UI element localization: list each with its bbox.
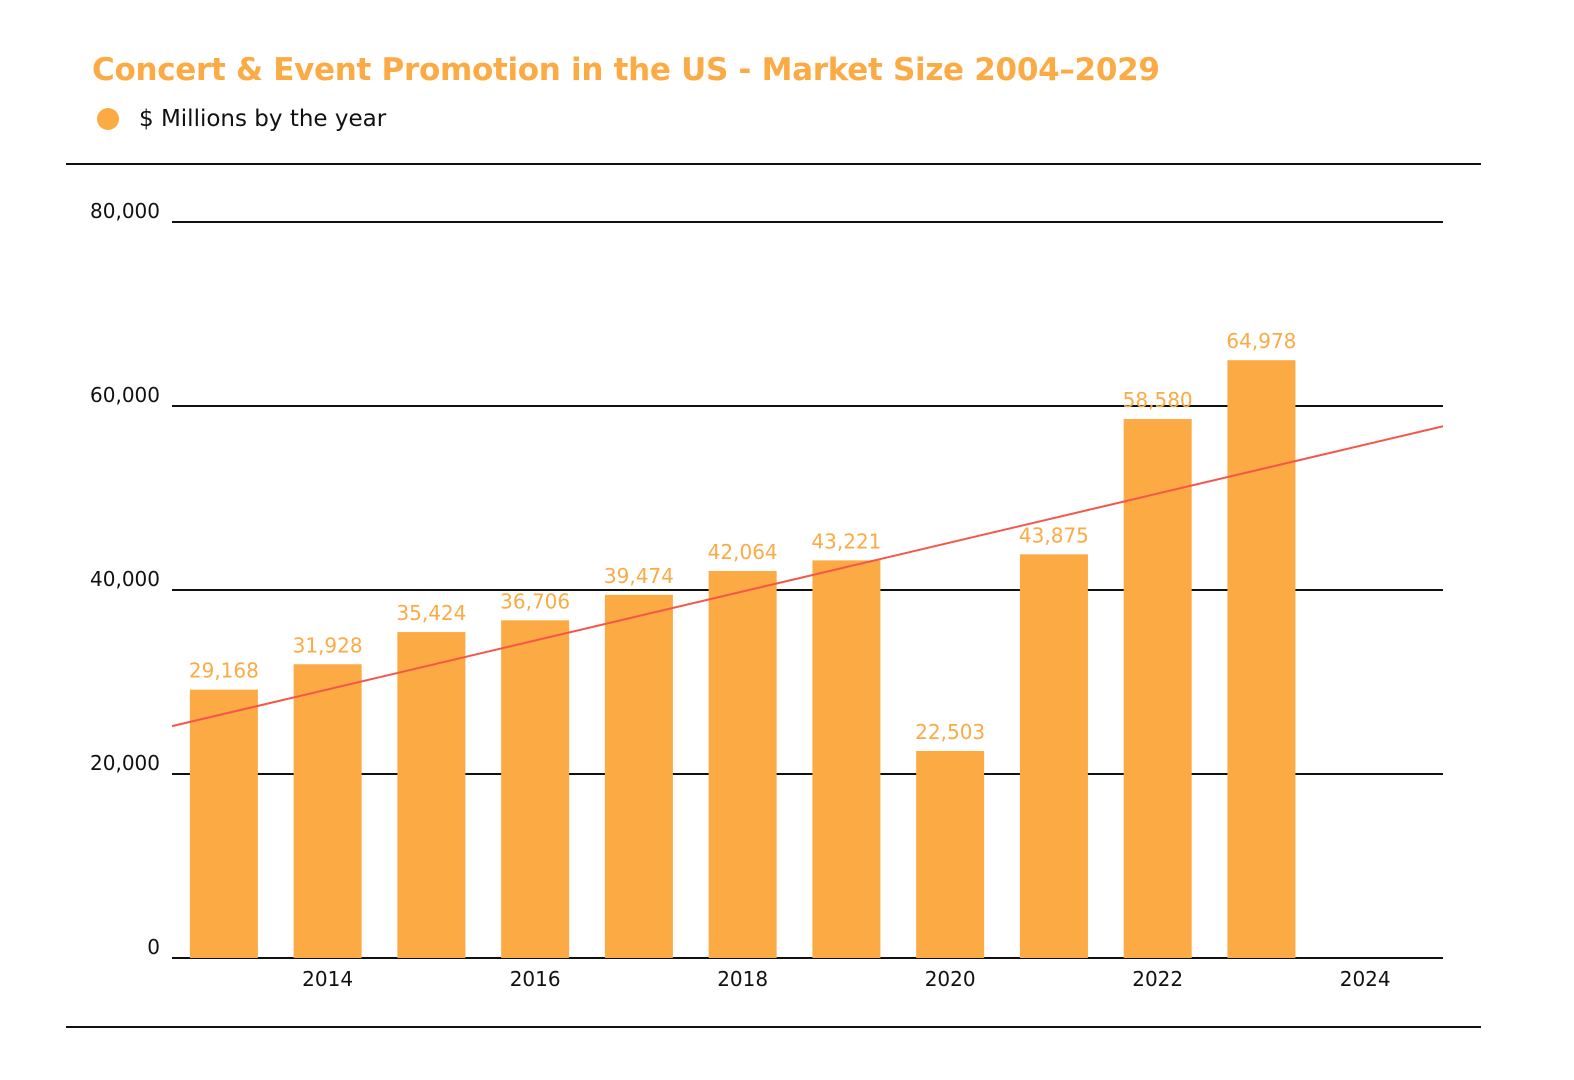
data-label: 43,875 (1019, 523, 1089, 547)
bar (812, 560, 881, 958)
bar (397, 632, 466, 958)
data-label: 43,221 (811, 529, 881, 553)
legend-swatch (97, 108, 119, 130)
y-tick-label: 40,000 (90, 567, 160, 591)
x-axis-tick-labels: 2014 2016 2018 2020 2022 2024 (302, 967, 1390, 991)
x-tick-label: 2016 (510, 967, 561, 991)
x-tick-label: 2022 (1132, 967, 1183, 991)
bar (293, 664, 362, 958)
bar (189, 689, 258, 958)
data-label: 58,580 (1123, 388, 1193, 412)
y-axis-tick-labels: 0 20,000 40,000 60,000 80,000 (90, 199, 160, 959)
bar (1019, 554, 1088, 958)
y-tick-label: 60,000 (90, 383, 160, 407)
bar (1123, 419, 1192, 959)
bar (604, 594, 673, 958)
bars (189, 360, 1296, 959)
data-label: 22,503 (915, 720, 985, 744)
bar (1227, 360, 1296, 958)
chart-title: Concert & Event Promotion in the US - Ma… (92, 52, 1160, 88)
bottom-divider (66, 1026, 1481, 1028)
legend: $ Millions by the year (97, 106, 386, 132)
bar (916, 750, 985, 958)
data-label: 31,928 (293, 633, 363, 657)
data-label: 29,168 (189, 659, 259, 683)
x-tick-label: 2014 (302, 967, 353, 991)
data-label: 42,064 (708, 540, 778, 564)
y-tick-label: 80,000 (90, 199, 160, 223)
data-labels: 29,168 31,928 35,424 36,706 39,474 42,064 43,2… (189, 329, 1297, 744)
bar (708, 571, 777, 958)
trendline-layer (171, 425, 1444, 728)
legend-label: $ Millions by the year (139, 106, 387, 132)
data-label: 35,424 (396, 601, 466, 625)
x-tick-label: 2024 (1340, 967, 1391, 991)
trendline (171, 425, 1444, 728)
bar (501, 620, 570, 958)
data-label: 39,474 (604, 564, 674, 588)
data-label: 36,706 (500, 589, 570, 613)
y-tick-label: 20,000 (90, 751, 160, 775)
top-divider (66, 163, 1481, 165)
y-tick-label: 0 (147, 935, 160, 959)
x-tick-label: 2020 (925, 967, 976, 991)
x-tick-label: 2018 (717, 967, 768, 991)
data-label: 64,978 (1226, 329, 1296, 353)
